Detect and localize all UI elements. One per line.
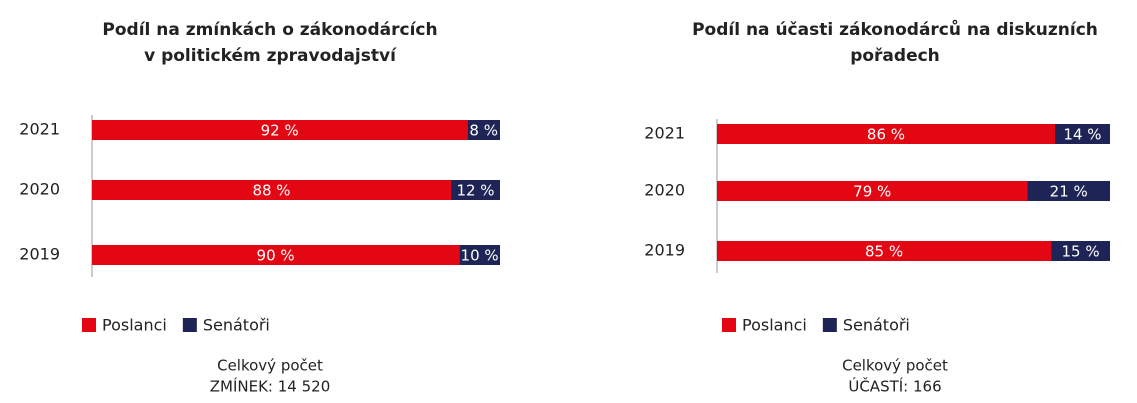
value-label: 85 % bbox=[865, 243, 903, 261]
value-label: 15 % bbox=[1061, 243, 1099, 261]
note: ZMÍNEK: 14 520 bbox=[210, 377, 330, 396]
bar-segment bbox=[459, 245, 500, 265]
legend-label: Poslanci bbox=[742, 316, 807, 335]
value-label: 86 % bbox=[867, 126, 905, 144]
chart-title: Podíl na účasti zákonodárců na diskuzníc… bbox=[692, 18, 1098, 40]
value-label: 10 % bbox=[461, 247, 499, 265]
bar-segment bbox=[1051, 241, 1110, 261]
y-tick-label: 2021 bbox=[644, 124, 685, 143]
value-label: 8 % bbox=[469, 122, 498, 140]
legend-label: Senátoři bbox=[843, 316, 910, 335]
y-tick-label: 2019 bbox=[644, 241, 685, 260]
legend-swatch bbox=[182, 318, 197, 332]
chart-title: Podíl na zmínkách o zákonodárcích bbox=[102, 20, 437, 40]
bar-segment bbox=[451, 180, 500, 200]
value-label: 14 % bbox=[1063, 126, 1101, 144]
bar-segment bbox=[717, 181, 1028, 201]
chart-title: pořadech bbox=[850, 46, 940, 66]
bar-segment bbox=[467, 120, 500, 140]
bar-segment bbox=[1054, 124, 1110, 144]
bar-segment bbox=[92, 120, 468, 140]
y-tick-label: 2019 bbox=[19, 245, 60, 264]
note: Celkový počet bbox=[842, 357, 948, 375]
bar-segment bbox=[717, 241, 1052, 261]
note: ÚČASTÍ: 166 bbox=[848, 377, 941, 396]
value-label: 79 % bbox=[853, 183, 891, 201]
legend-label: Senátoři bbox=[203, 316, 270, 335]
value-label: 92 % bbox=[261, 122, 299, 140]
bar-segment bbox=[717, 124, 1055, 144]
bar-segment bbox=[1027, 181, 1110, 201]
note: Celkový počet bbox=[217, 357, 323, 375]
legend-swatch bbox=[822, 318, 837, 332]
value-label: 88 % bbox=[252, 182, 290, 200]
legend-label: Poslanci bbox=[102, 316, 167, 335]
bar-segment bbox=[92, 180, 452, 200]
bar-segment bbox=[92, 245, 460, 265]
chart-title: v politickém zpravodajství bbox=[144, 46, 397, 66]
value-label: 12 % bbox=[456, 182, 494, 200]
y-tick-label: 2020 bbox=[19, 180, 60, 199]
value-label: 21 % bbox=[1050, 183, 1088, 201]
value-label: 90 % bbox=[257, 247, 295, 265]
y-tick-label: 2021 bbox=[19, 120, 60, 139]
legend-swatch bbox=[82, 318, 96, 332]
legend-swatch bbox=[722, 318, 736, 332]
y-tick-label: 2020 bbox=[644, 181, 685, 200]
